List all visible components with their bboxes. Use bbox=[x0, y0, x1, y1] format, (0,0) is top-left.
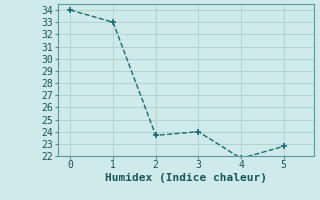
X-axis label: Humidex (Indice chaleur): Humidex (Indice chaleur) bbox=[105, 173, 267, 183]
